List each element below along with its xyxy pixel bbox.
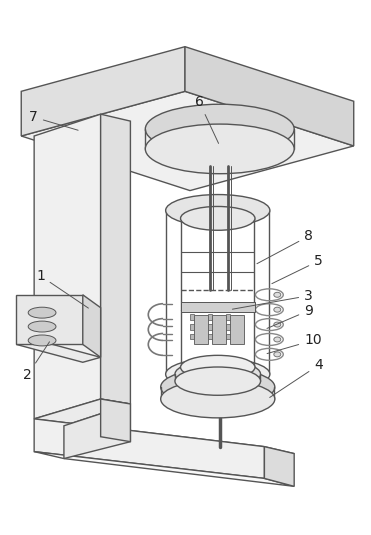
Ellipse shape xyxy=(145,104,294,154)
Ellipse shape xyxy=(175,360,260,388)
Polygon shape xyxy=(190,324,194,330)
Text: 10: 10 xyxy=(267,333,322,354)
Ellipse shape xyxy=(175,367,260,395)
Ellipse shape xyxy=(274,322,281,327)
Polygon shape xyxy=(34,399,131,426)
Polygon shape xyxy=(34,114,101,419)
Ellipse shape xyxy=(145,124,294,174)
Ellipse shape xyxy=(181,355,255,379)
Polygon shape xyxy=(208,333,212,339)
Text: 4: 4 xyxy=(270,358,323,398)
Text: 6: 6 xyxy=(195,95,219,143)
Polygon shape xyxy=(34,419,294,454)
Ellipse shape xyxy=(274,337,281,342)
Polygon shape xyxy=(190,314,194,319)
Ellipse shape xyxy=(274,307,281,312)
Ellipse shape xyxy=(161,368,275,406)
Polygon shape xyxy=(194,315,208,345)
Polygon shape xyxy=(208,314,212,319)
Text: 5: 5 xyxy=(272,254,323,284)
Polygon shape xyxy=(21,47,185,136)
Text: 2: 2 xyxy=(23,342,49,382)
Polygon shape xyxy=(64,404,131,458)
Polygon shape xyxy=(226,314,230,319)
Ellipse shape xyxy=(28,307,56,318)
Polygon shape xyxy=(185,47,354,146)
Polygon shape xyxy=(16,295,83,345)
Polygon shape xyxy=(208,324,212,330)
Polygon shape xyxy=(83,295,101,357)
Polygon shape xyxy=(34,419,265,478)
Text: 8: 8 xyxy=(257,229,313,264)
Ellipse shape xyxy=(161,380,275,418)
Polygon shape xyxy=(181,302,256,312)
Text: 7: 7 xyxy=(29,110,78,130)
Polygon shape xyxy=(21,91,354,190)
Polygon shape xyxy=(230,315,244,345)
Text: 9: 9 xyxy=(267,304,313,328)
Polygon shape xyxy=(226,324,230,330)
Polygon shape xyxy=(16,339,101,362)
Ellipse shape xyxy=(274,352,281,357)
Polygon shape xyxy=(101,399,131,442)
Polygon shape xyxy=(34,452,294,486)
Ellipse shape xyxy=(165,195,270,226)
Ellipse shape xyxy=(274,292,281,297)
Ellipse shape xyxy=(165,358,270,390)
Ellipse shape xyxy=(28,335,56,346)
Polygon shape xyxy=(212,315,226,345)
Text: 1: 1 xyxy=(36,269,88,308)
Polygon shape xyxy=(190,333,194,339)
Ellipse shape xyxy=(28,321,56,332)
Ellipse shape xyxy=(181,207,255,230)
Polygon shape xyxy=(265,447,294,486)
Polygon shape xyxy=(226,333,230,339)
Polygon shape xyxy=(101,114,131,404)
Text: 3: 3 xyxy=(232,289,313,309)
